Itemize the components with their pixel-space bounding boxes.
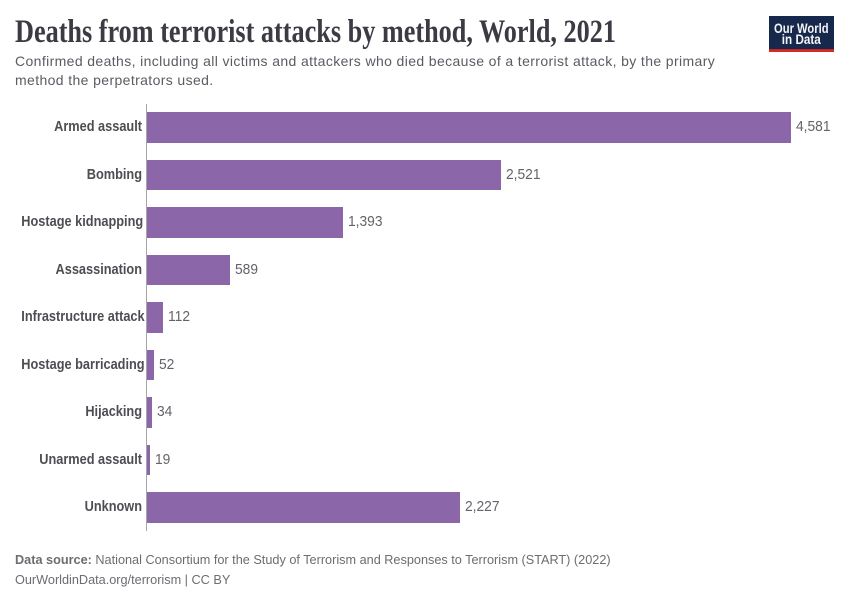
svg-text:Our World: Our World [774,20,829,35]
svg-text:in Data: in Data [782,32,821,47]
